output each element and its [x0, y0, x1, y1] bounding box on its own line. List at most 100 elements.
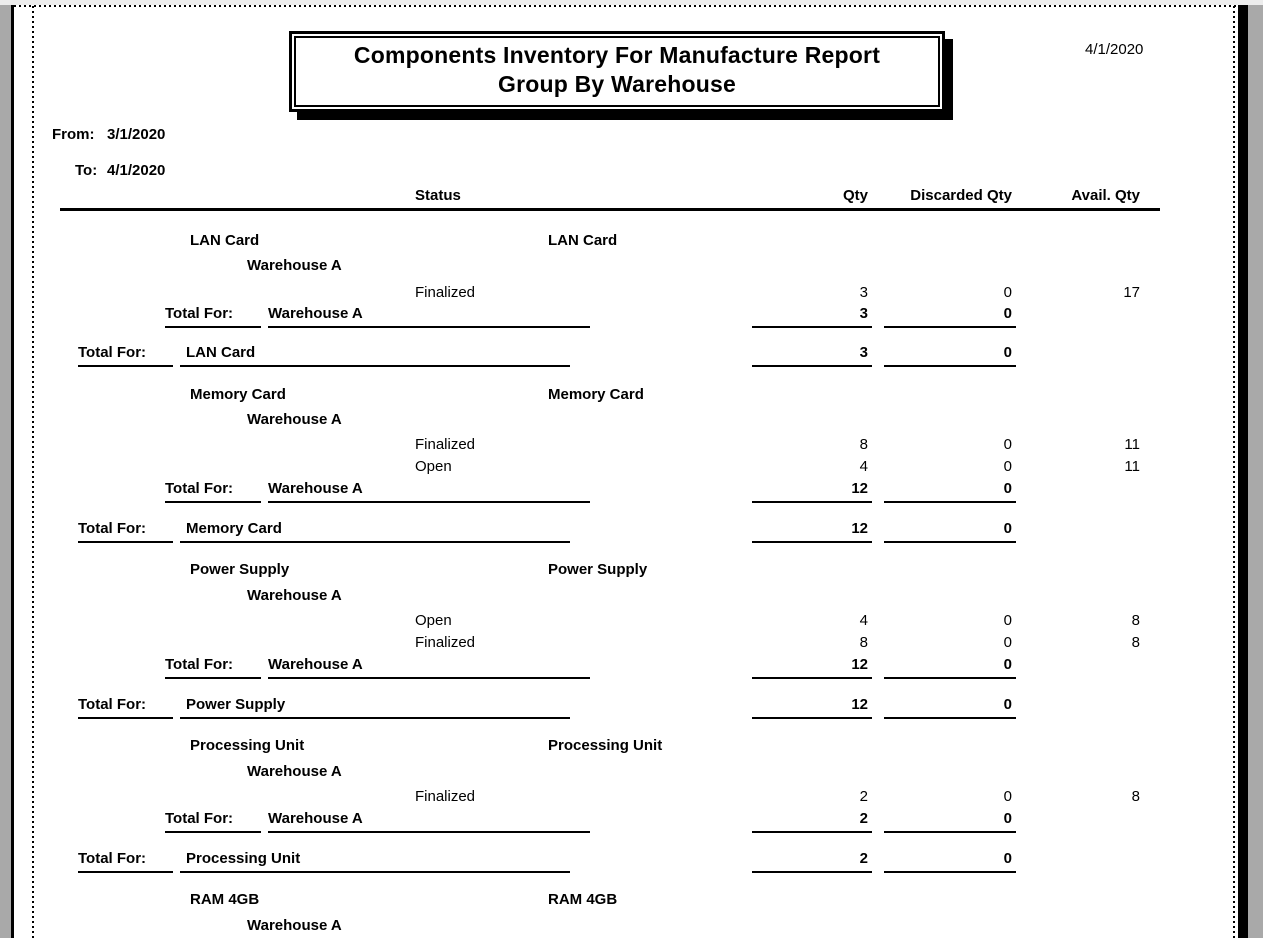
warehouse-total-value: Warehouse A	[268, 305, 363, 322]
component-total-qty: 12	[851, 520, 868, 537]
column-header-qty: Qty	[842, 187, 868, 204]
total-rule	[884, 871, 1016, 873]
page-left-edge	[11, 5, 14, 938]
status-cell: Finalized	[415, 284, 476, 301]
total-rule	[752, 677, 872, 679]
column-header-discarded: Discarded Qty	[910, 187, 1012, 204]
total-rule	[180, 717, 570, 719]
component-group-label: Memory Card	[190, 386, 286, 403]
total-rule	[78, 717, 173, 719]
component-total-qty: 12	[851, 696, 868, 713]
page-right-edge	[1238, 5, 1248, 938]
component-center-label: Processing Unit	[548, 737, 663, 754]
to-label: To:	[75, 162, 98, 179]
total-rule	[884, 541, 1016, 543]
warehouse-total-qty: 2	[859, 810, 868, 827]
component-total-value: Processing Unit	[186, 850, 301, 867]
component-group-label: Power Supply	[190, 561, 290, 578]
total-rule	[884, 831, 1016, 833]
warehouse-total-qty: 12	[851, 480, 868, 497]
column-header-avail: Avail. Qty	[1071, 187, 1140, 204]
print-margin-guide-right	[1233, 6, 1235, 938]
total-rule	[752, 365, 872, 367]
total-rule	[165, 831, 261, 833]
qty-cell: 8	[859, 634, 868, 651]
avail-cell: 11	[1124, 436, 1140, 453]
avail-cell: 8	[1131, 788, 1140, 805]
total-rule	[752, 541, 872, 543]
component-total-discarded: 0	[1003, 696, 1012, 713]
warehouse-total-value: Warehouse A	[268, 656, 363, 673]
component-total-value: Memory Card	[186, 520, 282, 537]
discarded-cell: 0	[1003, 436, 1012, 453]
print-margin-guide-left	[32, 6, 34, 938]
component-group-label: RAM 4GB	[190, 891, 260, 908]
warehouse-total-label: Total For:	[165, 305, 234, 322]
warehouse-total-label: Total For:	[165, 656, 234, 673]
total-rule	[268, 831, 590, 833]
discarded-cell: 0	[1003, 634, 1012, 651]
from-label: From:	[52, 126, 95, 143]
warehouse-total-discarded: 0	[1003, 810, 1012, 827]
component-center-label: RAM 4GB	[548, 891, 618, 908]
total-rule	[752, 717, 872, 719]
status-cell: Finalized	[415, 634, 476, 651]
total-rule	[180, 541, 570, 543]
status-cell: Finalized	[415, 436, 476, 453]
warehouse-total-label: Total For:	[165, 810, 234, 827]
column-header-status: Status	[415, 187, 461, 204]
warehouse-total-discarded: 0	[1003, 305, 1012, 322]
report-title-line2: Group By Warehouse	[498, 71, 736, 97]
warehouse-total-qty: 12	[851, 656, 868, 673]
total-rule	[180, 365, 570, 367]
total-rule	[165, 326, 261, 328]
total-rule	[884, 365, 1016, 367]
report-title-line1: Components Inventory For Manufacture Rep…	[353, 42, 881, 68]
component-total-value: Power Supply	[186, 696, 286, 713]
component-total-discarded: 0	[1003, 344, 1012, 361]
component-group-label: Processing Unit	[190, 737, 305, 754]
status-cell: Finalized	[415, 788, 476, 805]
qty-cell: 3	[859, 284, 868, 301]
warehouse-group-label: Warehouse A	[247, 587, 342, 604]
warehouse-group-label: Warehouse A	[247, 917, 342, 934]
warehouse-group-label: Warehouse A	[247, 763, 342, 780]
warehouse-total-discarded: 0	[1003, 656, 1012, 673]
from-value: 3/1/2020	[107, 126, 166, 143]
report-date: 4/1/2020	[1085, 41, 1144, 58]
report-title-box: Components Inventory For Manufacture Rep…	[289, 31, 945, 112]
qty-cell: 8	[859, 436, 868, 453]
component-group-label: LAN Card	[190, 232, 260, 249]
component-total-label: Total For:	[78, 344, 147, 361]
total-rule	[752, 871, 872, 873]
status-cell: Open	[415, 458, 452, 475]
to-value: 4/1/2020	[107, 162, 166, 179]
warehouse-total-discarded: 0	[1003, 480, 1012, 497]
component-total-label: Total For:	[78, 696, 147, 713]
avail-cell: 8	[1131, 612, 1140, 629]
total-rule	[884, 501, 1016, 503]
discarded-cell: 0	[1003, 458, 1012, 475]
warehouse-group-label: Warehouse A	[247, 257, 342, 274]
component-total-discarded: 0	[1003, 520, 1012, 537]
total-rule	[884, 717, 1016, 719]
report-page	[14, 5, 1238, 938]
total-rule	[165, 501, 261, 503]
component-total-label: Total For:	[78, 520, 147, 537]
status-cell: Open	[415, 612, 452, 629]
total-rule	[268, 677, 590, 679]
total-rule	[884, 677, 1016, 679]
total-rule	[884, 326, 1016, 328]
component-total-value: LAN Card	[186, 344, 256, 361]
total-rule	[180, 871, 570, 873]
print-margin-guide-top	[14, 5, 1238, 7]
component-total-label: Total For:	[78, 850, 147, 867]
total-rule	[752, 326, 872, 328]
total-rule	[268, 501, 590, 503]
component-center-label: LAN Card	[548, 232, 618, 249]
qty-cell: 2	[859, 788, 868, 805]
total-rule	[78, 871, 173, 873]
total-rule	[752, 501, 872, 503]
component-total-qty: 2	[859, 850, 868, 867]
warehouse-group-label: Warehouse A	[247, 411, 342, 428]
